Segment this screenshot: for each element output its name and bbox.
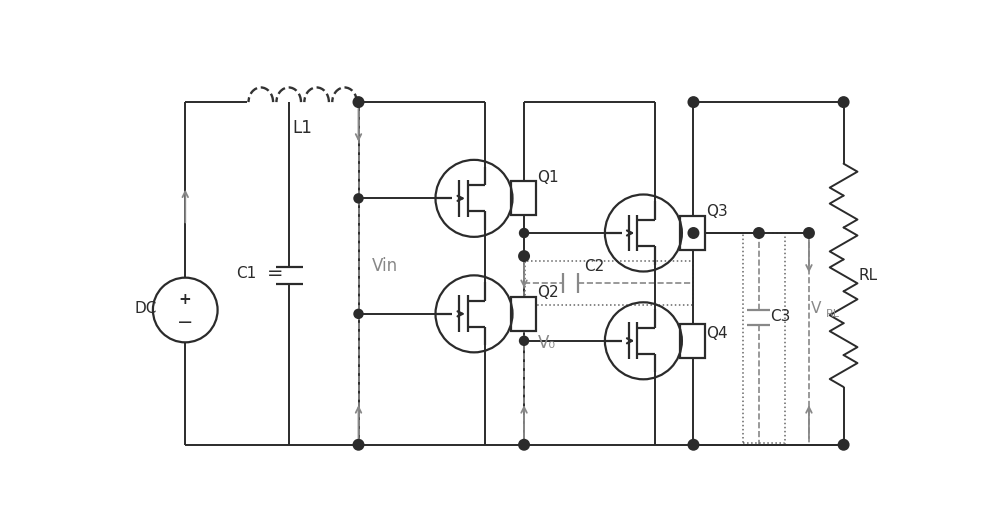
Circle shape [839, 97, 849, 107]
Text: Q2: Q2 [537, 285, 559, 300]
Text: V: V [810, 301, 821, 316]
Text: Vin: Vin [372, 257, 398, 275]
Bar [680, 324, 705, 358]
Circle shape [754, 228, 764, 238]
Circle shape [688, 228, 698, 238]
Bar [511, 297, 536, 331]
Circle shape [519, 251, 529, 261]
Text: V₀: V₀ [538, 334, 556, 352]
Text: C3: C3 [770, 308, 790, 324]
Text: Q1: Q1 [537, 170, 559, 184]
Circle shape [353, 440, 364, 450]
Text: Q3: Q3 [707, 205, 728, 219]
Circle shape [353, 97, 364, 107]
Circle shape [354, 194, 363, 202]
Text: RL: RL [859, 268, 878, 283]
Circle shape [354, 310, 363, 318]
Circle shape [519, 440, 529, 450]
Text: =: = [267, 264, 284, 284]
Circle shape [688, 97, 698, 107]
Text: C2: C2 [584, 259, 604, 273]
Text: −: − [177, 313, 193, 332]
Text: RL: RL [826, 309, 840, 319]
Text: +: + [179, 292, 192, 307]
Text: Q4: Q4 [707, 325, 728, 341]
Text: C1: C1 [237, 266, 257, 281]
Circle shape [688, 440, 698, 450]
Circle shape [839, 440, 849, 450]
Bar [511, 181, 536, 215]
Text: DC: DC [134, 301, 156, 316]
Circle shape [520, 229, 528, 237]
Text: L1: L1 [293, 119, 313, 137]
Bar [680, 216, 705, 250]
Circle shape [520, 337, 528, 345]
Circle shape [804, 228, 814, 238]
